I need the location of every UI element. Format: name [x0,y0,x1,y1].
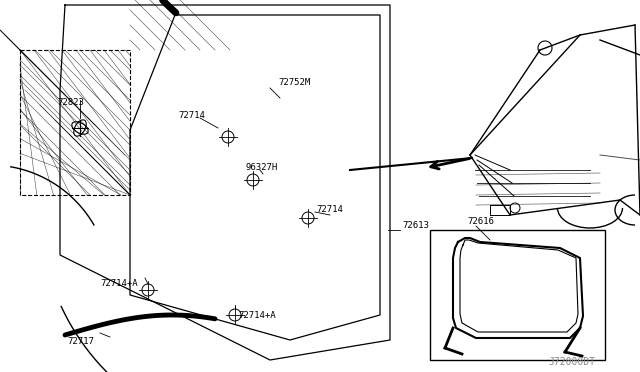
Text: 72613: 72613 [402,221,429,230]
Text: 72752M: 72752M [278,78,310,87]
Text: 72714+A: 72714+A [100,279,138,288]
Text: J72000DT: J72000DT [548,357,595,367]
Text: 72616: 72616 [467,217,494,226]
Text: 72714: 72714 [316,205,343,214]
Text: 72714: 72714 [178,111,205,120]
Text: 96327H: 96327H [245,163,277,172]
Text: 72717: 72717 [67,337,94,346]
Text: 72714+A: 72714+A [238,311,276,320]
Text: 72823: 72823 [57,98,84,107]
Bar [430,230,605,360]
